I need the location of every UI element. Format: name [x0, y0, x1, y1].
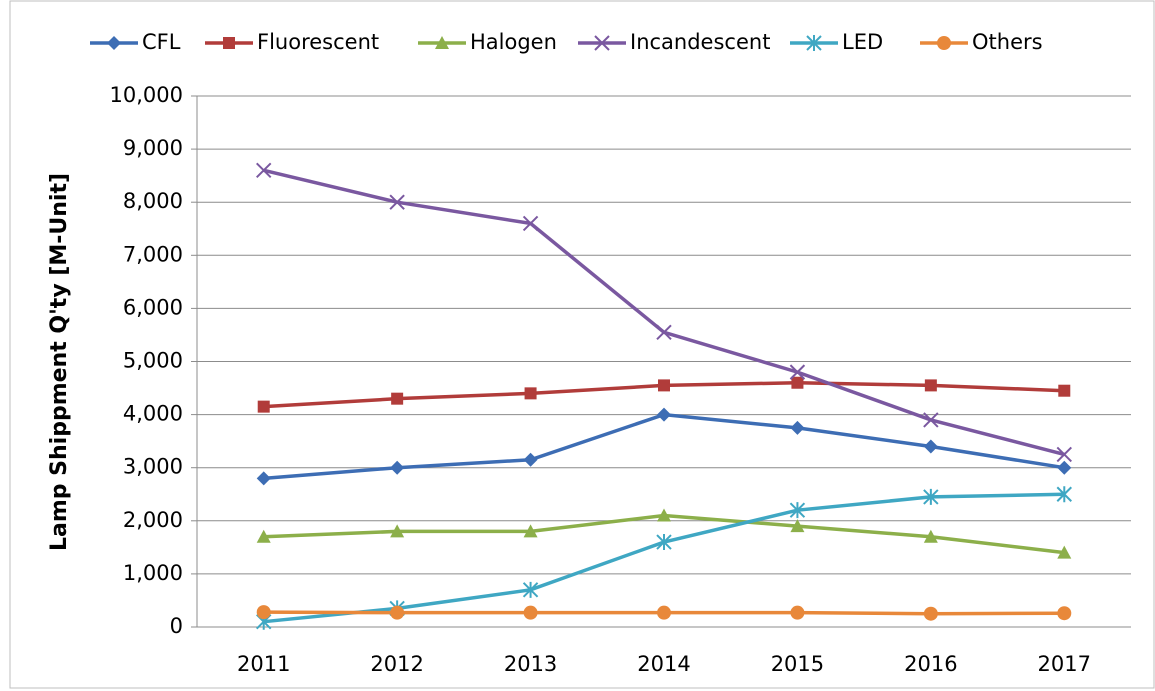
data-point — [658, 379, 670, 392]
legend-label: CFL — [142, 30, 181, 54]
legend-marker — [435, 36, 449, 49]
y-tick-label: 1,000 — [123, 561, 183, 585]
x-tick-label: 2013 — [504, 652, 557, 676]
data-point — [923, 529, 938, 543]
chart-frame — [9, 0, 1155, 689]
data-point — [389, 194, 405, 210]
legend-label: Incandescent — [630, 30, 770, 54]
data-point — [789, 364, 806, 380]
data-point — [790, 605, 805, 620]
data-point — [924, 379, 937, 392]
data-point — [790, 519, 805, 533]
data-point — [256, 471, 271, 486]
data-point — [390, 460, 405, 475]
data-point — [1057, 460, 1072, 475]
data-point — [390, 605, 405, 620]
data-point — [656, 324, 672, 341]
x-tick-label: 2016 — [904, 652, 957, 676]
data-point — [1056, 486, 1072, 503]
data-point — [256, 529, 271, 543]
legend-label: LED — [842, 30, 883, 54]
data-point — [1057, 606, 1072, 621]
x-tick-label: 2014 — [637, 652, 690, 676]
data-point — [789, 502, 806, 519]
data-point — [257, 400, 270, 413]
x-tick-label: 2017 — [1038, 652, 1091, 676]
data-point — [657, 508, 671, 522]
data-point — [923, 606, 938, 621]
legend-marker — [594, 35, 610, 51]
y-tick-label: 4,000 — [123, 402, 183, 426]
y-tick-label: 7,000 — [123, 242, 183, 266]
y-tick-label: 5,000 — [123, 349, 183, 373]
y-tick-label: 8,000 — [123, 189, 183, 213]
data-point — [923, 439, 938, 454]
y-tick-label: 2,000 — [123, 508, 183, 532]
data-point — [256, 605, 271, 620]
data-point — [1056, 446, 1072, 463]
data-point — [657, 605, 671, 620]
data-point — [522, 581, 539, 598]
legend-marker — [107, 36, 121, 50]
y-tick-label: 6,000 — [123, 295, 183, 319]
data-point — [791, 376, 804, 389]
data-point — [523, 524, 538, 538]
legend-label: Halogen — [470, 30, 557, 54]
x-tick-label: 2011 — [237, 652, 290, 676]
data-point — [923, 412, 939, 428]
data-point — [522, 215, 539, 232]
y-tick-label: 3,000 — [123, 455, 183, 479]
data-point — [1058, 384, 1071, 397]
data-point — [790, 420, 805, 435]
legend-label: Others — [972, 30, 1043, 54]
data-point — [923, 488, 939, 505]
y-tick-label: 10,000 — [110, 83, 183, 107]
data-point — [524, 387, 537, 400]
data-point — [657, 407, 671, 422]
legend-marker — [223, 37, 235, 49]
x-tick-label: 2012 — [370, 652, 423, 676]
y-tick-label: 0 — [170, 614, 183, 638]
data-point — [523, 452, 538, 467]
data-point — [1057, 545, 1072, 559]
x-tick-label: 2015 — [771, 652, 824, 676]
y-tick-label: 9,000 — [123, 136, 183, 160]
data-point — [391, 392, 404, 405]
legend-marker — [937, 36, 951, 50]
legend-label: Fluorescent — [257, 30, 379, 54]
y-axis-label: Lamp Shippment Q'ty [M-Unit] — [47, 173, 72, 551]
data-point — [656, 534, 672, 551]
data-point — [256, 162, 272, 179]
legend-marker — [806, 35, 822, 51]
data-point — [523, 605, 538, 620]
data-point — [390, 524, 405, 538]
